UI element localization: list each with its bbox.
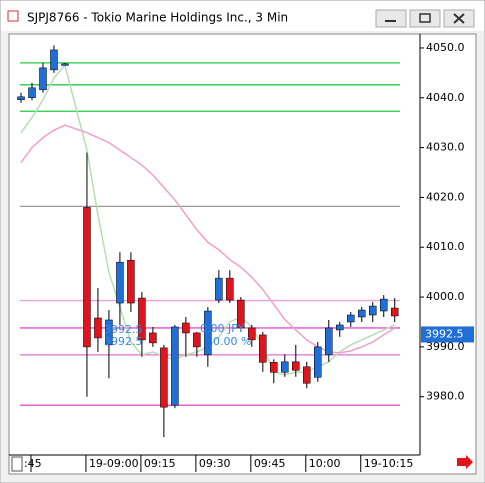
annotation: 0.00 JPY xyxy=(200,322,245,335)
y-tick-label: 3990.0 xyxy=(426,340,465,353)
candle-body xyxy=(61,63,69,66)
maximize-icon xyxy=(419,13,431,23)
app-icon xyxy=(7,10,19,22)
candle-body xyxy=(347,314,355,323)
candle-body xyxy=(83,207,91,348)
candle-body xyxy=(116,261,124,304)
y-tick-label: 4040.0 xyxy=(426,91,465,104)
candle-body xyxy=(138,297,146,341)
x-tick-label: 09:30 xyxy=(199,457,231,470)
maximize-button[interactable] xyxy=(409,9,441,28)
candle-body xyxy=(292,361,300,371)
candle-body xyxy=(368,305,377,316)
candle-body xyxy=(226,277,234,301)
y-tick-label: 4030.0 xyxy=(426,141,465,154)
candle-body xyxy=(28,87,36,99)
candle-body xyxy=(270,362,278,373)
candle-body xyxy=(193,332,201,348)
close-icon xyxy=(453,13,465,24)
annotation: 3992.5 xyxy=(104,323,143,336)
candle-body xyxy=(204,310,212,356)
candle-body xyxy=(303,366,311,384)
candle-body xyxy=(325,327,333,356)
candle-body xyxy=(94,317,102,339)
candle-body xyxy=(215,277,223,301)
candle-body xyxy=(379,298,388,312)
candle-body xyxy=(390,307,399,317)
x-tick-label: :45 xyxy=(24,457,42,470)
candle-body xyxy=(149,332,157,344)
candle-body xyxy=(127,259,135,304)
annotation: 3992.5 xyxy=(104,335,143,348)
y-tick-label: 3980.0 xyxy=(426,390,465,403)
candle-body xyxy=(50,49,58,71)
last-price-label: 3992.5 xyxy=(425,327,464,340)
y-tick-label: 4000.0 xyxy=(426,290,465,303)
moving-average xyxy=(20,124,396,354)
candle-body xyxy=(237,299,245,329)
candle-body xyxy=(105,319,113,346)
y-tick-label: 4020.0 xyxy=(426,190,465,203)
candle-body xyxy=(336,324,344,331)
x-tick-label: 09:45 xyxy=(254,457,286,470)
y-tick-label: 4050.0 xyxy=(426,41,465,54)
scroll-right-arrow[interactable] xyxy=(457,455,473,469)
candle-body xyxy=(182,322,190,334)
candle-body xyxy=(39,67,47,91)
chart-area xyxy=(8,33,477,475)
candle-body xyxy=(248,327,256,341)
x-tick-label: 19-10:15 xyxy=(364,457,414,470)
candle-body xyxy=(17,96,25,101)
candle-body xyxy=(281,361,289,373)
x-tick-label: 09:15 xyxy=(144,457,176,470)
annotation: 0.00 % xyxy=(213,335,251,348)
candle-body xyxy=(259,334,267,363)
x-tick-label: 19-09:00 xyxy=(89,457,139,470)
candle-body xyxy=(171,326,179,406)
x-tick-label: 10:00 xyxy=(309,457,341,470)
candle-body xyxy=(357,309,366,318)
minimize-button[interactable] xyxy=(375,9,407,28)
scroll-box[interactable] xyxy=(11,456,23,472)
y-tick-label: 4010.0 xyxy=(426,240,465,253)
candle-body xyxy=(160,347,168,408)
moving-average xyxy=(20,63,396,376)
last-price-tag xyxy=(421,326,474,343)
window-title: SJPJ8766 - Tokio Marine Holdings Inc., 3… xyxy=(27,11,288,25)
candle-body xyxy=(314,346,322,378)
